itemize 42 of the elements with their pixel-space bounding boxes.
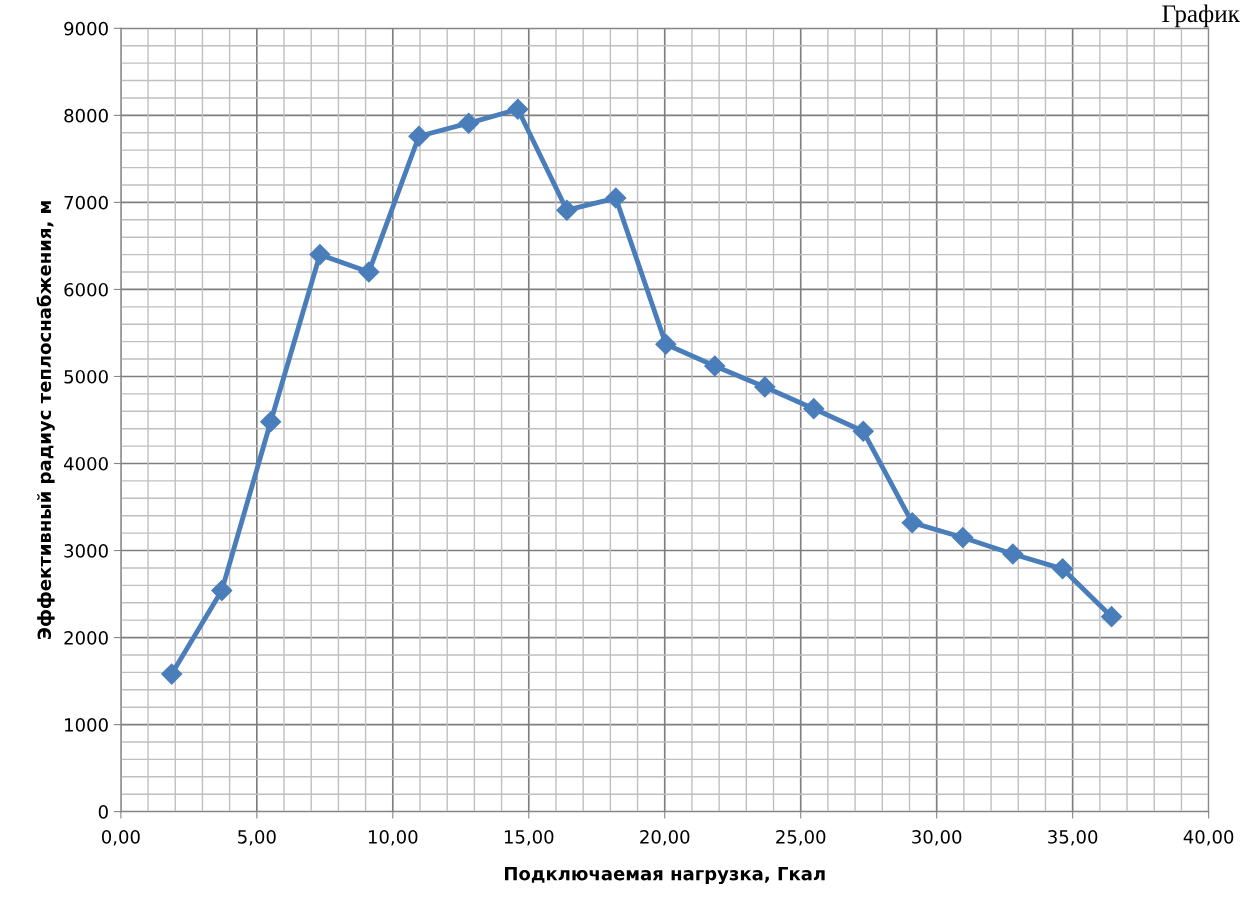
x-tick-label: 10,00 bbox=[368, 830, 418, 846]
y-tick-label: 4000 bbox=[63, 456, 108, 471]
y-tick-label: 7000 bbox=[64, 195, 108, 210]
x-tick-label: 0,00 bbox=[101, 830, 140, 846]
point bbox=[358, 261, 380, 283]
text: График bbox=[1162, 4, 1240, 28]
y-tick-label: 0 bbox=[98, 805, 108, 819]
y-axis-title: Эффективный радиус теплоснабжения, м bbox=[36, 201, 55, 640]
y-tick-label: 3000 bbox=[64, 543, 108, 558]
y-tick-label: 8000 bbox=[64, 108, 108, 123]
point bbox=[211, 580, 233, 602]
x-tick-label: 15,00 bbox=[504, 830, 554, 846]
y-tick-label: 2000 bbox=[64, 631, 108, 645]
x-axis-title: Подключаемая нагрузка, Гкал bbox=[504, 867, 825, 885]
point bbox=[754, 376, 776, 398]
x-tick-label: 20,00 bbox=[640, 830, 690, 846]
point bbox=[408, 125, 430, 147]
x-tick-label: 5,00 bbox=[238, 830, 276, 846]
point bbox=[952, 526, 974, 548]
point bbox=[458, 112, 480, 134]
point bbox=[260, 411, 282, 433]
y-tick-label: 6000 bbox=[64, 282, 108, 297]
x-tick-label: 35,00 bbox=[1048, 830, 1098, 846]
point bbox=[161, 663, 183, 685]
point bbox=[803, 398, 825, 420]
y-tick-label: 9000 bbox=[64, 21, 108, 36]
point bbox=[1002, 543, 1024, 565]
point bbox=[852, 420, 874, 442]
point bbox=[655, 333, 677, 355]
x-tick-label: 25,00 bbox=[776, 830, 826, 846]
point bbox=[605, 187, 627, 209]
y-tick-label: 1000 bbox=[65, 718, 108, 732]
point bbox=[1101, 606, 1123, 628]
x-tick-label: 30,00 bbox=[912, 830, 962, 846]
point bbox=[901, 512, 923, 534]
point bbox=[309, 244, 331, 266]
point bbox=[1052, 558, 1074, 580]
point bbox=[704, 355, 726, 377]
x-tick-label: 40,00 bbox=[1183, 830, 1234, 846]
point bbox=[507, 98, 529, 120]
y-tick-label: 5000 bbox=[64, 369, 108, 384]
point bbox=[556, 199, 578, 221]
